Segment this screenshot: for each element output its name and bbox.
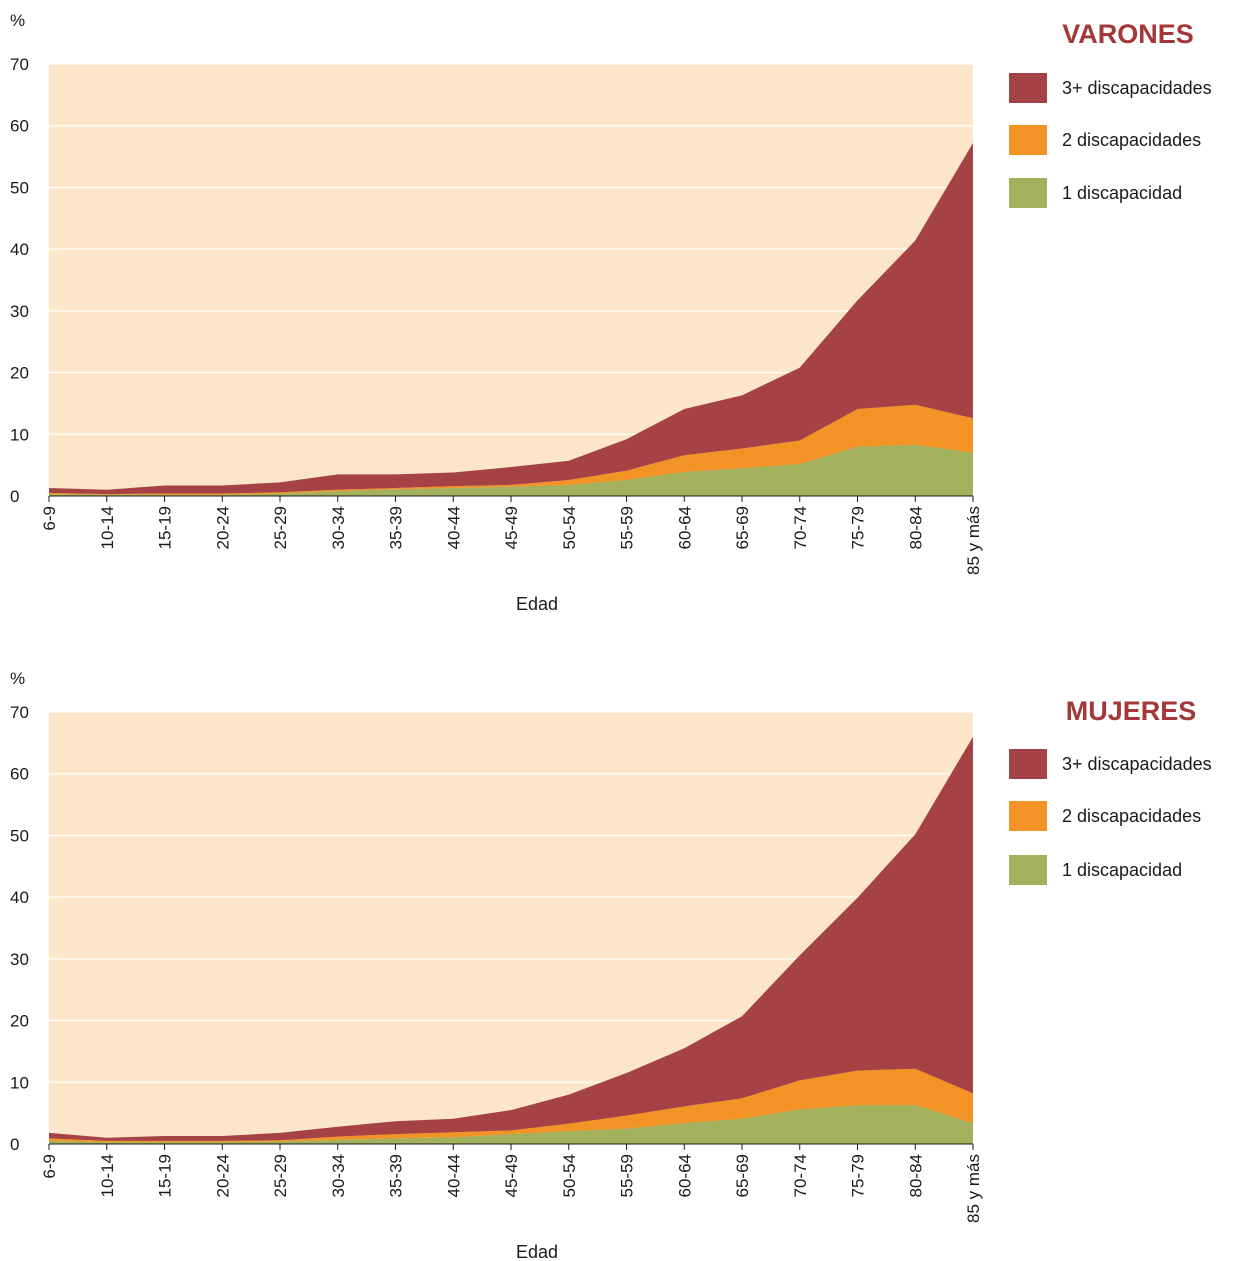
x-tick-label: 35-39 <box>387 1154 406 1197</box>
x-tick-label: 25-29 <box>271 506 290 549</box>
x-tick-label: 40-44 <box>444 506 463 549</box>
x-tick-label: 50-54 <box>560 1154 579 1197</box>
area-series-1-discapacidad <box>49 444 973 496</box>
x-tick-label: 10-14 <box>98 1154 117 1197</box>
legend-swatch <box>1009 178 1047 208</box>
x-axis-label: Edad <box>516 594 558 614</box>
y-tick-label: 70 <box>10 703 29 722</box>
legend-swatch <box>1009 801 1047 831</box>
legend-label: 1 discapacidad <box>1062 860 1182 880</box>
x-tick-label: 65-69 <box>733 1154 752 1197</box>
y-axis-label: % <box>10 669 25 688</box>
y-axis-label: % <box>10 11 25 30</box>
x-tick-label: 25-29 <box>271 1154 290 1197</box>
legend-label: 3+ discapacidades <box>1062 78 1212 98</box>
x-tick-label: 55-59 <box>618 506 637 549</box>
area-series-2-discapacidades <box>49 1068 973 1143</box>
legend-label: 1 discapacidad <box>1062 183 1182 203</box>
x-tick-label: 6-9 <box>40 1154 59 1179</box>
x-tick-label: 75-79 <box>849 1154 868 1197</box>
x-tick-label: 10-14 <box>98 506 117 549</box>
y-tick-label: 60 <box>10 117 29 136</box>
x-tick-label: 15-19 <box>156 506 175 549</box>
y-tick-label: 50 <box>10 826 29 845</box>
chart-title: VARONES <box>1062 19 1194 49</box>
legend-swatch <box>1009 855 1047 885</box>
x-tick-label: 45-49 <box>502 1154 521 1197</box>
chart-panel-mujeres: 6-9 10-14 15-19 20-24 25-29 30-34 35-39 40-44 45… <box>10 669 1212 1261</box>
legend-swatch <box>1009 73 1047 103</box>
legend-swatch <box>1009 749 1047 779</box>
chart-panel-varones: 6-9 10-14 15-19 20-24 25-29 30-34 35-39 40-44 45… <box>10 11 1212 614</box>
x-tick-label: 30-34 <box>329 1154 348 1197</box>
y-tick-label: 30 <box>10 302 29 321</box>
y-tick-label: 50 <box>10 178 29 197</box>
x-tick-label: 35-39 <box>387 506 406 549</box>
x-tick-label: 75-79 <box>849 506 868 549</box>
x-tick-label: 15-19 <box>156 1154 175 1197</box>
x-axis-label: Edad <box>516 1242 558 1261</box>
area-series-3-discapacidades <box>49 736 973 1141</box>
area-series-3-discapacidades <box>49 143 973 495</box>
x-tick-label: 65-69 <box>733 506 752 549</box>
x-tick-label: 40-44 <box>444 1154 463 1197</box>
x-tick-label: 85 y más <box>964 506 983 575</box>
x-tick-label: 80-84 <box>906 1154 925 1197</box>
y-tick-label: 10 <box>10 425 29 444</box>
x-tick-label: 70-74 <box>791 506 810 549</box>
x-tick-label: 70-74 <box>791 1154 810 1197</box>
chart-title: MUJERES <box>1066 696 1197 726</box>
x-tick-label: 20-24 <box>213 506 232 549</box>
legend-label: 2 discapacidades <box>1062 130 1201 150</box>
x-tick-label: 60-64 <box>675 506 694 549</box>
legend-label: 3+ discapacidades <box>1062 754 1212 774</box>
x-tick-label: 60-64 <box>675 1154 694 1197</box>
x-tick-label: 85 y más <box>964 1154 983 1223</box>
y-tick-label: 20 <box>10 364 29 383</box>
y-tick-label: 0 <box>10 487 19 506</box>
legend-label: 2 discapacidades <box>1062 806 1201 826</box>
x-tick-label: 80-84 <box>906 506 925 549</box>
area-series-2-discapacidades <box>49 404 973 495</box>
y-tick-label: 60 <box>10 765 29 784</box>
legend-swatch <box>1009 125 1047 155</box>
y-tick-label: 40 <box>10 240 29 259</box>
y-tick-label: 10 <box>10 1073 29 1092</box>
x-tick-label: 20-24 <box>213 1154 232 1197</box>
x-tick-label: 55-59 <box>618 1154 637 1197</box>
x-tick-label: 30-34 <box>329 506 348 549</box>
y-tick-label: 0 <box>10 1135 19 1154</box>
y-tick-label: 20 <box>10 1012 29 1031</box>
x-tick-label: 50-54 <box>560 506 579 549</box>
y-tick-label: 40 <box>10 888 29 907</box>
x-tick-label: 45-49 <box>502 506 521 549</box>
y-tick-label: 70 <box>10 55 29 74</box>
area-series-1-discapacidad <box>49 1105 973 1144</box>
y-tick-label: 30 <box>10 950 29 969</box>
x-tick-label: 6-9 <box>40 506 59 531</box>
